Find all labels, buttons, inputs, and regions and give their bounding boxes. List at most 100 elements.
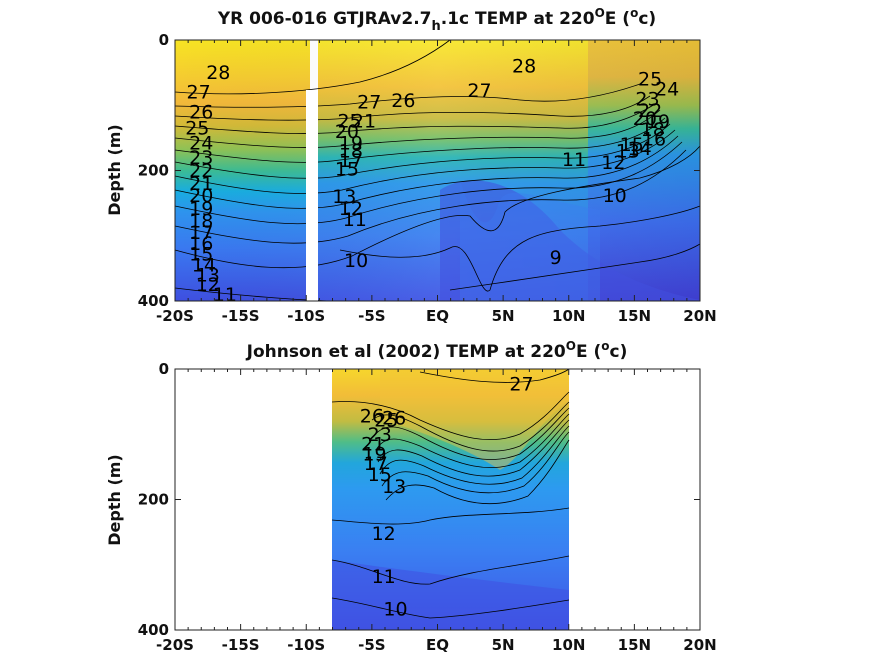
bottom-contour-label: 21 [361,434,385,456]
bottom-contour-label: 11 [372,566,396,588]
bottom-contour-label: 23 [368,424,392,446]
top-contour-label: 17 [339,150,363,172]
top-contour-label: 18 [339,140,363,162]
top-contour-label: 24 [655,78,679,100]
top-y-tick-label: 0 [159,31,169,49]
bottom-contour-label: 19 [362,443,386,465]
bottom-contour-label: 13 [382,476,406,498]
top-x-tick-label: -20S [156,307,194,325]
top-contour-label: 13 [196,264,220,286]
top-y-axis-label: Depth (m) [105,124,124,216]
bottom-contour-label: 27 [509,374,533,396]
top-cool-bulge [460,180,600,301]
bottom-contour-label: 26 [382,407,406,429]
top-contour-line-24 [174,109,661,148]
bottom-contour-label: 26 [360,406,384,428]
top-contour-label: 19 [189,198,213,220]
top-contour-label: 17 [189,222,213,244]
top-contour-label: 12 [339,198,363,220]
top-contour-label: 27 [357,92,381,114]
bottom-x-tick-label: -10S [287,636,325,654]
bottom-contour-line-23 [373,407,570,460]
top-y-tick-label: 200 [138,162,169,180]
bottom-x-tick-label: 20N [683,636,716,654]
bottom-x-tick-label: 10N [552,636,585,654]
top-cold-dome [440,180,700,301]
bottom-contour-line-12 [331,507,570,525]
top-contour-line-22 [174,117,666,163]
top-contour-label: 9 [550,247,562,269]
bottom-y-axis-label: Depth (m) [105,454,124,546]
top-contour-label: 25 [337,110,361,132]
top-contour-label: 25 [638,69,662,91]
bottom-x-tick-label: EQ [426,636,449,654]
top-contour-label: 10 [603,185,627,207]
bottom-x-tick-label: 5N [492,636,515,654]
bottom-contour-line-10 [331,597,570,619]
top-x-tick-label: EQ [426,307,449,325]
bottom-contour-line-11 [331,555,570,585]
bottom-y-tick-label: 0 [159,360,169,378]
bottom-contour-label: 15 [368,464,392,486]
top-contour-label: 20 [633,108,657,130]
top-contour-label: 19 [646,111,670,133]
bottom-y-tick-label: 200 [138,491,169,509]
top-contour-label: 11 [213,284,237,306]
top-x-tick-label: -5S [358,307,385,325]
top-contour-label: 14 [192,255,216,277]
bottom-x-axis: -20S -15S -10S -5S EQ 5N 10N 15N 20N [156,369,717,654]
top-contour-line-14 [174,141,683,225]
bottom-contour-label: 25 [374,409,398,431]
top-contour-label: 22 [638,100,662,122]
top-contour-line-26 [174,95,651,121]
top-contour-label: 23 [189,147,213,169]
top-x-tick-label: -10S [287,307,325,325]
top-contour-label: 10 [344,250,368,272]
top-contour-label: 14 [628,138,652,160]
top-contour-label: 23 [635,88,659,110]
top-x-tick-label: 10N [552,307,585,325]
top-contour-label: 27 [467,80,491,102]
top-contour-label: 13 [616,140,640,162]
top-contour-lines [174,39,701,302]
top-chart-title: YR 006-016 GTJRAv2.7h.1c TEMP at 220OE (… [217,6,656,34]
top-y-tick-label: 400 [138,292,169,310]
top-contour-label: 27 [187,82,211,104]
top-contour-line-11 [174,145,701,269]
top-contour-label: 20 [189,185,213,207]
top-contour-line-18 [174,129,676,194]
top-x-tick-label: 5N [492,307,515,325]
top-contour-label: 12 [601,152,625,174]
top-contour-label: 25 [185,118,209,140]
bottom-contour-line-21 [375,413,570,468]
top-contour-line-25 [174,103,656,134]
bottom-contour-line-25 [371,401,570,452]
top-contour-label: 16 [642,129,666,151]
bottom-x-tick-label: 15N [618,636,651,654]
top-contour-label: 15 [335,159,359,181]
bottom-contour-line-19 [377,419,570,477]
bottom-contour-line-17 [379,425,570,485]
top-contour-label: 18 [189,210,213,232]
top-contour-label: 13 [332,186,356,208]
top-contour-line-27 [174,83,641,108]
bottom-contour-label: 10 [383,599,407,621]
bottom-y-tick-label: 400 [138,621,169,639]
top-field-shade [175,40,700,301]
top-contour-line-12 [174,149,687,244]
bottom-contour-label: 17 [364,453,388,475]
bottom-contour-line-26 [331,391,570,441]
bottom-x-tick-label: -5S [358,636,385,654]
top-contour-label: 28 [206,62,230,84]
top-contour-label: 12 [196,274,220,296]
top-contour-label: 18 [641,119,665,141]
bottom-contour-label: 12 [372,523,396,545]
top-contour-label: 21 [189,173,213,195]
bottom-contour-line-13 [385,439,570,504]
bottom-chart-title: Johnson et al (2002) TEMP at 220OE (oc) [246,339,628,362]
bottom-x-tick-label: -20S [156,636,194,654]
top-contour-label: 28 [512,56,536,78]
top-contour-label: 22 [189,160,213,182]
